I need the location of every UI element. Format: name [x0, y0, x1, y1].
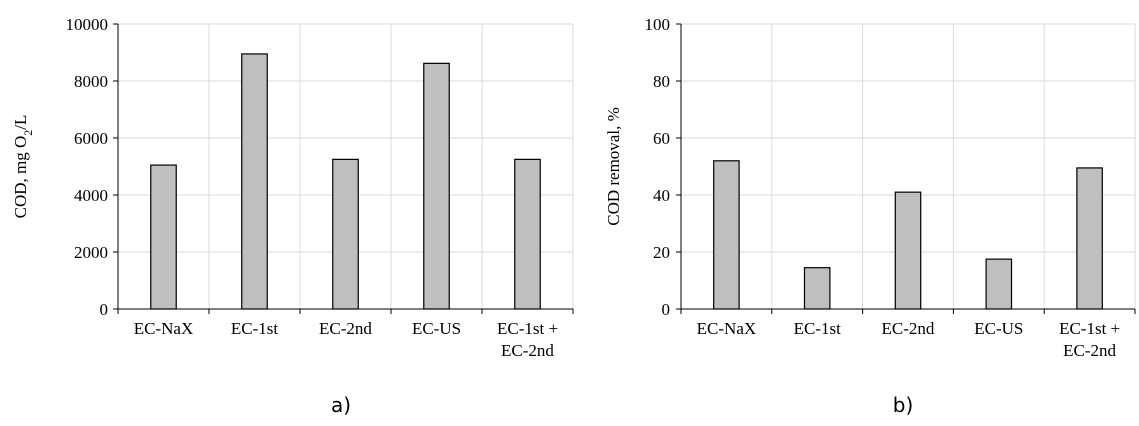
y-tick-label: 20: [653, 243, 670, 262]
x-tick-label: EC-2nd: [882, 319, 935, 338]
x-tick-label: EC-US: [974, 319, 1023, 338]
x-tick-label: EC-2nd: [319, 319, 372, 338]
bar-ec-1st-ec-2nd: [514, 158, 541, 310]
y-tick-label: 2000: [74, 243, 108, 262]
y-axis-title: COD, mg O2/L: [11, 115, 35, 219]
panel-label: b): [893, 393, 914, 417]
panel-label: a): [331, 393, 351, 417]
y-tick-label: 80: [653, 72, 670, 91]
y-tick-label: 60: [653, 129, 670, 148]
y-tick-label: 0: [662, 300, 671, 319]
bar-ec-nax: [150, 164, 177, 310]
y-tick-label: 10000: [66, 15, 109, 34]
bar-ec-us: [423, 62, 450, 310]
x-tick-label: EC-US: [412, 319, 461, 338]
x-tick-label: EC-1st + EC-2nd: [1059, 319, 1120, 360]
y-tick-label: 40: [653, 186, 670, 205]
bar-ec-nax: [713, 160, 740, 310]
chart-b: 0 20 40 60 80 100 EC-NaX EC-1st EC-2nd EC-US EC-1s…: [604, 15, 1136, 417]
bar-ec-1st: [241, 53, 268, 310]
y-axis-title: COD removal, %: [604, 107, 623, 226]
y-tick-label: 8000: [74, 72, 108, 91]
chart-a: 0 2000 4000 6000 8000 10000 EC-NaX EC-1st EC-2nd…: [11, 15, 574, 417]
y-tick-label: 100: [645, 15, 671, 34]
bar-ec-1st: [803, 267, 831, 310]
x-tick-label: EC-NaX: [134, 319, 193, 338]
x-tick-label: EC-1st: [231, 319, 279, 338]
bar-ec-us: [985, 258, 1013, 310]
bar-ec-2nd: [894, 191, 922, 310]
bar-ec-1st-ec-2nd: [1076, 167, 1103, 310]
y-tick-label: 4000: [74, 186, 108, 205]
bar-ec-2nd: [332, 158, 359, 310]
y-tick-label: 0: [100, 300, 109, 319]
x-tick-label: EC-1st: [794, 319, 842, 338]
x-tick-label: EC-1st + EC-2nd: [497, 319, 558, 360]
x-tick-label: EC-NaX: [697, 319, 756, 338]
y-tick-label: 6000: [74, 129, 108, 148]
